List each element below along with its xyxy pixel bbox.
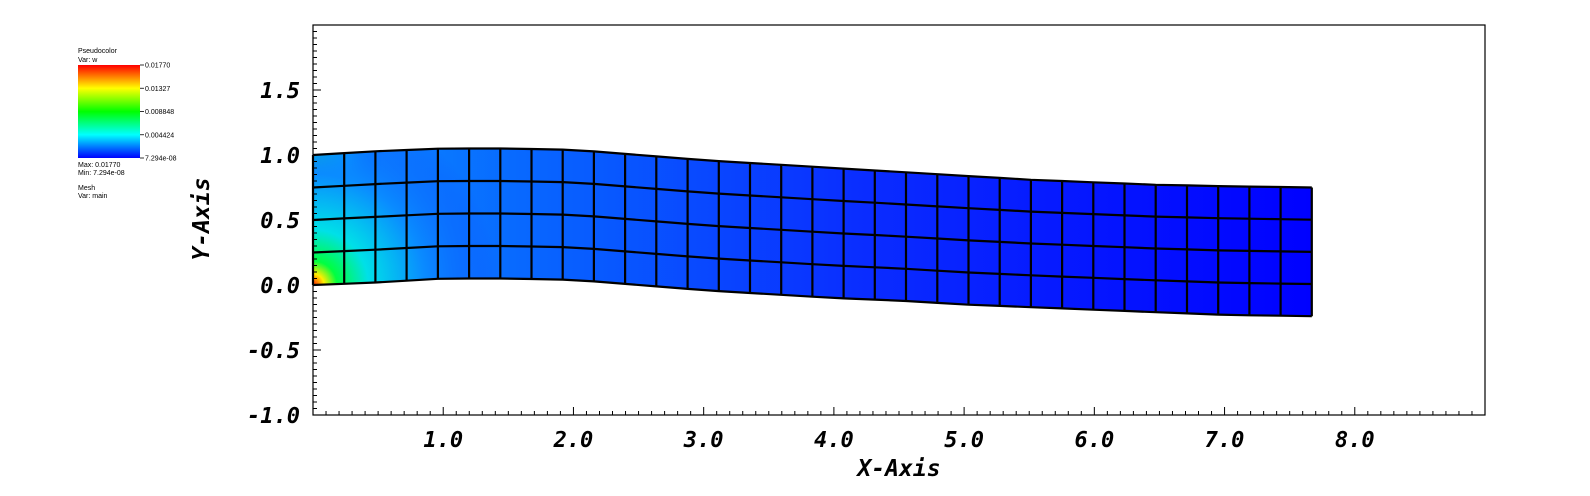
legend-tick-label: 7.294e-08 <box>145 156 177 163</box>
legend-color-bar <box>78 65 140 158</box>
beam-corner-hotspot <box>313 148 1312 317</box>
x-tick-label: 4.0 <box>814 428 854 453</box>
x-tick-label: 7.0 <box>1205 428 1245 453</box>
x-tick-label: 6.0 <box>1074 428 1114 453</box>
y-axis-minor-ticks <box>313 24 321 416</box>
x-axis-minor-ticks <box>312 407 1486 415</box>
y-axis-title: Y-Axis <box>189 177 215 260</box>
y-tick-label: 1.0 <box>260 144 300 169</box>
y-tick-label: -1.0 <box>247 404 300 429</box>
y-tick-label: 0.5 <box>260 209 300 234</box>
x-tick-label: 5.0 <box>944 428 984 453</box>
mesh-lines <box>311 147 1313 318</box>
legend-tick-label: 0.01327 <box>145 86 170 93</box>
x-tick-label: 1.0 <box>423 428 463 453</box>
legend-tick-label: 0.01770 <box>145 63 170 70</box>
x-tick-label: 8.0 <box>1335 428 1375 453</box>
x-axis-title: X-Axis <box>855 456 940 482</box>
x-tick-label: 2.0 <box>553 428 594 453</box>
legend-max: Max: 0.01770 <box>78 162 121 169</box>
y-axis-tick-labels: -1.0 -0.5 0.0 0.5 1.0 1.5 <box>247 79 300 429</box>
beam-fill <box>313 148 1312 317</box>
legend-min: Min: 7.294e-08 <box>78 170 125 177</box>
legend-plot-type: Pseudocolor <box>78 48 118 55</box>
legend-tick-label: 0.008848 <box>145 109 174 116</box>
legend-var: Var: w <box>78 57 98 64</box>
legend-ticks: 0.01770 0.01327 0.008848 0.004424 7.294e-08 <box>140 63 177 163</box>
y-tick-label: -0.5 <box>247 339 300 364</box>
legend-mesh-var: Var: main <box>78 193 108 200</box>
legend-tick-label: 0.004424 <box>145 132 174 139</box>
x-axis-tick-labels: 1.0 2.0 3.0 4.0 5.0 6.0 7.0 8.0 <box>423 428 1374 453</box>
legend-mesh-label: Mesh <box>78 185 95 192</box>
y-tick-label: 1.5 <box>260 79 300 104</box>
legend: Pseudocolor Var: w 0.01770 0.01327 0.00884… <box>78 48 177 200</box>
x-tick-label: 3.0 <box>683 428 724 453</box>
y-tick-label: 0.0 <box>260 274 300 299</box>
